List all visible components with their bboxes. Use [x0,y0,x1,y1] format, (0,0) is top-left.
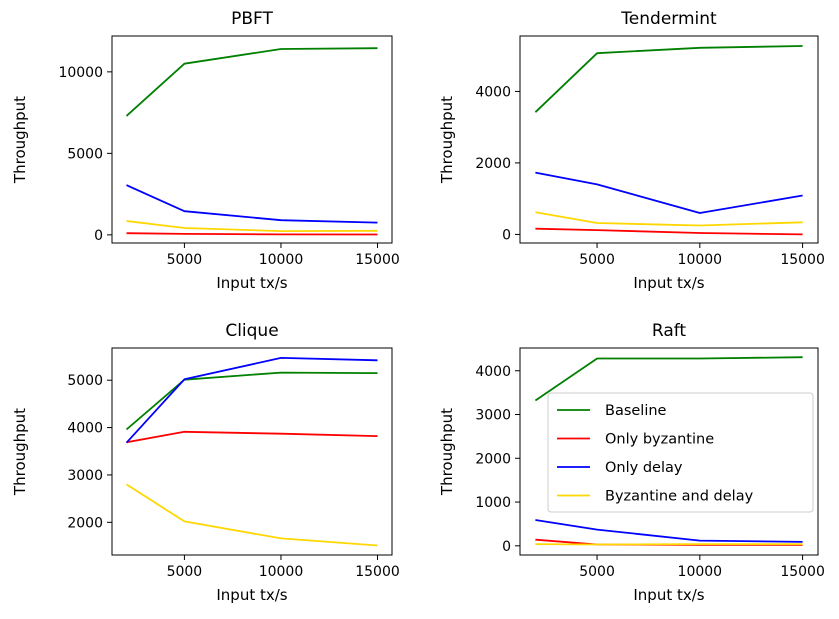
legend-entry: Byzantine and delay [605,489,754,505]
y-tick-label: 0 [94,228,103,244]
x-tick-label: 15000 [780,252,825,268]
x-tick-label: 5000 [579,252,615,268]
series-line-4 [126,220,378,233]
y-tick-label: 10000 [58,65,103,81]
plot-frame [111,35,393,244]
subplot-4: 5000 10000 15000 0 1000 2000 3000 4000 Raft Input… [438,321,825,604]
x-tick-label: 5000 [167,252,203,268]
y-axis-label: Throughput [11,96,29,184]
series-line-3 [535,519,803,543]
series-line-3 [125,356,378,444]
y-tick-label: 0 [502,539,511,555]
series-line-2 [535,227,803,236]
plot-frame [111,347,393,556]
series-line-1 [125,47,378,117]
x-axis-label: Input tx/s [216,586,287,604]
chart-title: Clique [225,321,278,341]
legend-entry: Only delay [605,460,683,476]
x-tick-label: 15000 [355,252,400,268]
legend: Baseline Only byzantine Only delay Byzantin… [547,392,814,513]
x-tick-label: 15000 [355,564,400,580]
plot-frame [519,347,819,556]
chart-title: Raft [652,321,687,341]
y-tick-label: 5000 [67,373,103,389]
plot-frame [519,35,819,244]
x-axis-label: Input tx/s [633,586,704,604]
subplot-1: 5000 10000 15000 0 5000 10000 PBFT Input tx/s Th… [11,9,400,292]
series-line-1 [534,356,803,402]
subplot-3: 5000 10000 15000 2000 3000 4000 5000 Clique Inpu… [11,321,400,604]
subplot-2: 5000 10000 15000 0 2000 4000 Tendermint Input t… [438,9,825,292]
y-tick-label: 3000 [475,408,511,424]
series-line-1 [534,45,803,113]
series-line-4 [126,483,378,547]
y-tick-label: 5000 [67,146,103,162]
series-line-2 [126,232,378,236]
y-tick-label: 0 [502,227,511,243]
y-tick-label: 1000 [475,495,511,511]
x-tick-label: 10000 [678,564,723,580]
x-tick-label: 10000 [259,252,304,268]
x-tick-label: 5000 [579,564,615,580]
y-tick-label: 4000 [475,84,511,100]
x-tick-label: 10000 [678,252,723,268]
series-line-3 [126,184,378,224]
x-tick-label: 10000 [259,564,304,580]
series-line-3 [535,171,803,214]
x-tick-label: 5000 [167,564,203,580]
y-tick-label: 3000 [67,468,103,484]
x-axis-label: Input tx/s [216,274,287,292]
x-axis-label: Input tx/s [633,274,704,292]
y-axis-label: Throughput [438,408,456,496]
x-tick-label: 15000 [780,564,825,580]
series-line-1 [125,371,378,431]
y-tick-label: 2000 [67,515,103,531]
y-axis-label: Throughput [11,408,29,496]
chart-title: Tendermint [620,9,717,29]
legend-entry: Baseline [605,403,667,419]
y-axis-label: Throughput [438,96,456,184]
legend-entry: Only byzantine [605,432,714,448]
y-tick-label: 2000 [475,451,511,467]
series-line-4 [535,211,803,227]
y-tick-label: 4000 [67,421,103,437]
y-tick-label: 4000 [475,364,511,380]
legend-box [547,392,814,513]
series-line-2 [126,430,378,444]
y-tick-label: 2000 [475,156,511,172]
chart-title: PBFT [231,9,273,29]
